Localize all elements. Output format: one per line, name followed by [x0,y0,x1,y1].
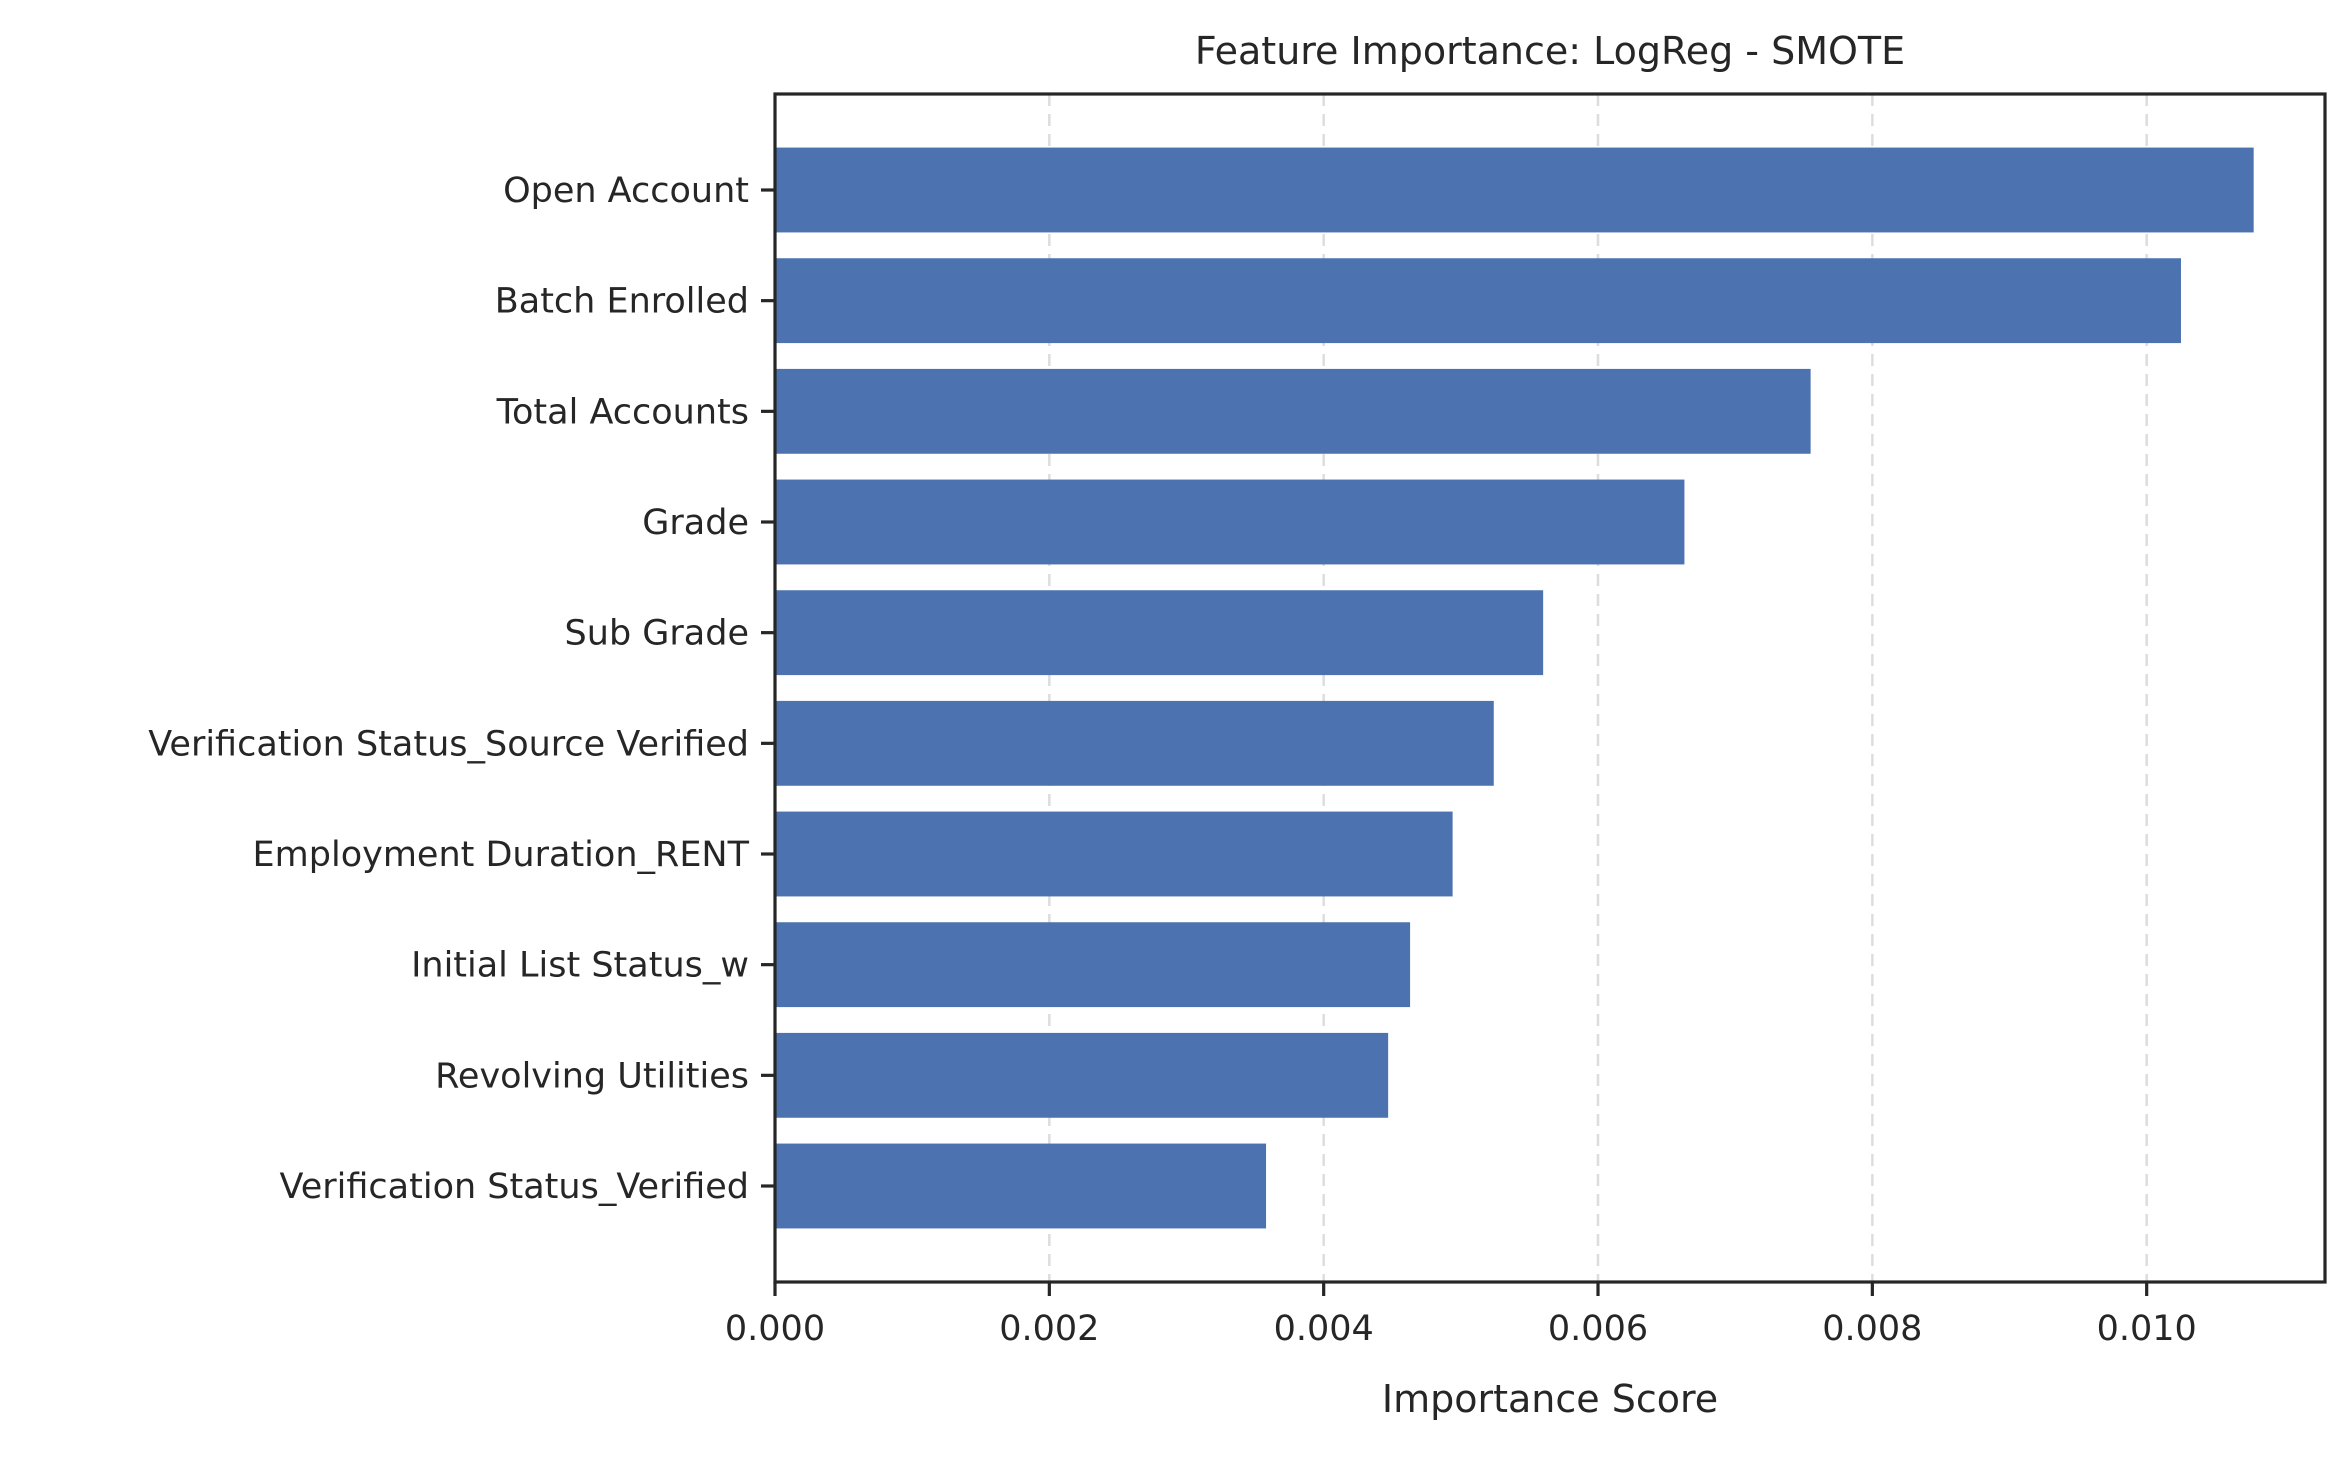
chart-title: Feature Importance: LogReg - SMOTE [1195,29,1905,73]
x-tick-label: 0.000 [725,1309,825,1349]
plot-frame [773,92,2327,1284]
y-tick-label: Verification Status_Source Verified [148,724,749,764]
x-tick-label: 0.004 [1274,1309,1374,1349]
bar [775,1032,1389,1118]
x-tick-label: 0.006 [1548,1309,1648,1349]
y-tick-label: Grade [642,503,749,543]
bar [775,258,2181,344]
y-tick-label: Employment Duration_RENT [253,835,750,875]
bar [775,700,1494,786]
bar [775,1143,1267,1229]
bar [775,368,1811,454]
x-tick-label: 0.010 [2097,1309,2197,1349]
x-axis-label: Importance Score [1382,1377,1718,1421]
y-tick-label: Initial List Status_w [411,946,749,986]
y-tick-label: Verification Status_Verified [280,1167,749,1207]
y-tick-label: Sub Grade [565,614,749,654]
y-tick-label: Open Account [503,171,749,211]
bar [775,811,1453,897]
bar [775,479,1685,565]
x-tick-label: 0.002 [999,1309,1099,1349]
x-tick-label: 0.008 [1822,1309,1922,1349]
bar [775,590,1544,676]
y-tick-label: Batch Enrolled [495,282,749,322]
bar [775,922,1411,1008]
bar-layer [775,147,2254,1229]
y-axis: Open Account Batch Enrolled Total Accounts… [148,171,775,1207]
x-axis: 0.000 0.002 0.004 0.006 0.008 0.010 [725,1282,2197,1349]
y-tick-label: Revolving Utilities [435,1056,749,1096]
y-tick-label: Total Accounts [496,392,749,432]
bar [775,147,2254,233]
